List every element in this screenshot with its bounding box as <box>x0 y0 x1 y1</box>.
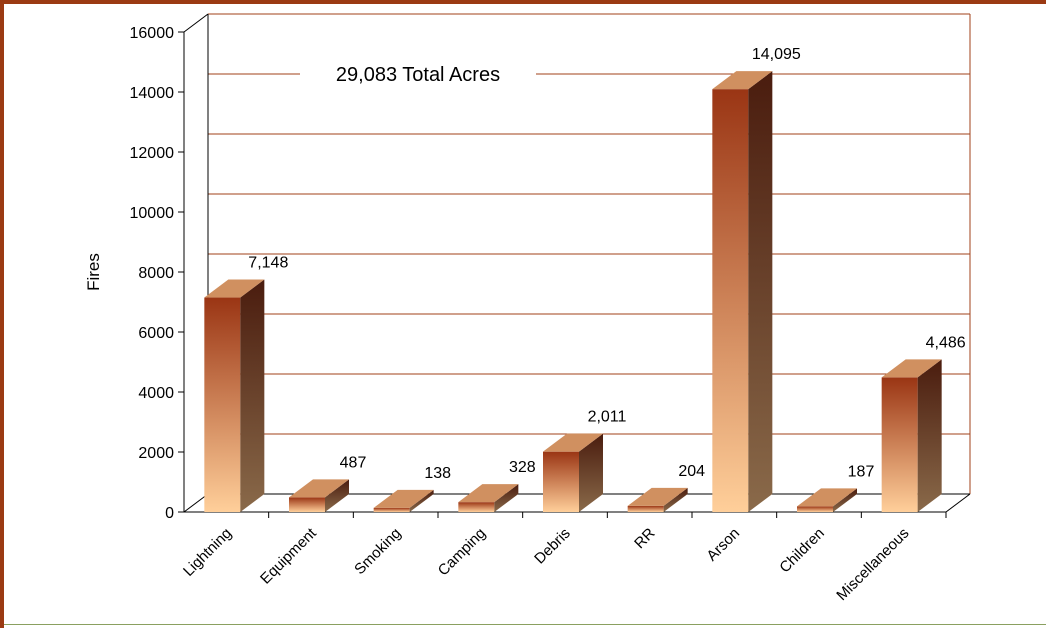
bar-value-label: 14,095 <box>752 46 801 63</box>
bar-top <box>881 359 942 378</box>
bar-front <box>289 497 325 512</box>
bar: 187 <box>797 463 874 512</box>
y-tick-label: 4000 <box>138 385 174 402</box>
bar-top <box>543 433 603 452</box>
bar-front <box>797 506 833 512</box>
bar-side <box>748 71 773 513</box>
bar-front <box>881 377 918 512</box>
bar: 328 <box>458 459 536 512</box>
bar-front <box>712 89 749 513</box>
x-tick-label: Debris <box>531 525 574 568</box>
bar-top <box>797 488 857 507</box>
top-depth-edge <box>183 13 209 33</box>
floor-depth-left <box>183 493 209 513</box>
bar-front <box>458 502 495 512</box>
bar-side <box>917 359 942 512</box>
bar-side <box>240 279 265 512</box>
bar-top <box>458 484 519 503</box>
bar-front <box>204 297 241 512</box>
gridlines <box>208 13 971 494</box>
bar-top <box>627 487 688 506</box>
bar: 204 <box>627 463 705 512</box>
frame-left-rule <box>0 0 4 628</box>
floor-depth-right <box>945 493 971 513</box>
y-tick-label: 0 <box>165 505 174 522</box>
bar: 2,011 <box>543 409 627 512</box>
bar-top <box>373 489 434 508</box>
y-tick-label: 8000 <box>138 265 174 282</box>
x-tick-label: RR <box>631 525 658 552</box>
bar-value-label: 487 <box>340 454 367 471</box>
bar-front <box>543 451 579 512</box>
bar-front <box>627 505 664 512</box>
bar-value-label: 138 <box>424 465 451 482</box>
bar-value-label: 204 <box>678 463 705 480</box>
bar-side <box>494 484 519 512</box>
bar-value-label: 7,148 <box>248 255 288 272</box>
bar-side <box>579 433 603 512</box>
x-tick-label: Equipment <box>257 524 320 587</box>
bar-top <box>204 279 265 298</box>
bar-side <box>833 488 857 512</box>
bar: 138 <box>373 465 451 512</box>
bar: 4,486 <box>881 334 966 512</box>
bar-side <box>409 489 434 512</box>
x-tick-label: Miscellaneous <box>833 525 912 604</box>
annotation-background <box>300 58 536 92</box>
frame-top-rule <box>0 0 1046 4</box>
x-tick-label: Camping <box>435 525 489 579</box>
y-axis-ticks: 0 2000 4000 6000 8000 10000 12000 14000 16000 <box>130 25 184 522</box>
bar-front <box>373 507 410 512</box>
y-tick-label: 10000 <box>130 205 175 222</box>
x-tick-label: Arson <box>703 525 743 565</box>
total-acres-annotation: 29,083 Total Acres <box>300 58 536 92</box>
y-tick-label: 16000 <box>130 25 175 42</box>
y-tick-label: 6000 <box>138 325 174 342</box>
bar: 14,095 <box>712 46 801 513</box>
frame-bottom-rule <box>4 624 1046 625</box>
bar: 487 <box>289 454 366 512</box>
y-tick-label: 2000 <box>138 445 174 462</box>
bar-value-label: 2,011 <box>588 409 627 426</box>
bar-value-label: 328 <box>509 459 536 476</box>
x-tick-label: Children <box>776 525 828 577</box>
bar-value-label: 187 <box>848 463 875 480</box>
y-tick-label: 12000 <box>130 145 175 162</box>
annotation-text: 29,083 Total Acres <box>336 64 500 86</box>
bars: 7,148 487 138 328 2,011 204 14,095 187 4,486 <box>204 46 966 513</box>
bar-value-label: 4,486 <box>926 334 966 351</box>
bar-side <box>663 487 688 512</box>
bar-side <box>325 479 349 512</box>
x-tick-label: Lightning <box>180 525 235 580</box>
x-tick-label: Smoking <box>351 525 404 578</box>
bar: 7,148 <box>204 255 288 512</box>
y-tick-label: 14000 <box>130 85 175 102</box>
bar-top <box>289 479 349 498</box>
x-axis-ticks: Lightning Equipment Smoking Camping Debris RR… <box>180 512 947 604</box>
y-axis-label: Fires <box>84 253 103 291</box>
bar-top <box>712 71 773 90</box>
